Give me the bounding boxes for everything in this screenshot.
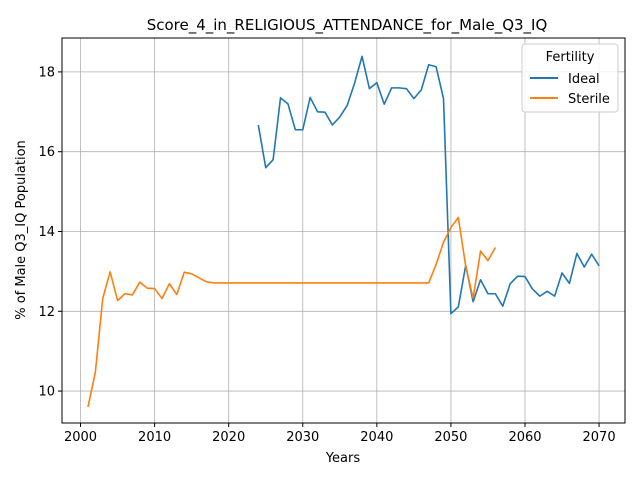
y-tick-label: 18: [38, 65, 55, 80]
x-tick-label: 2070: [583, 430, 616, 445]
y-tick-label: 14: [38, 225, 55, 240]
x-tick-label: 2020: [212, 430, 245, 445]
x-tick-label: 2030: [286, 430, 319, 445]
series-line-sterile: [87, 216, 497, 408]
x-axis-label: Years: [325, 451, 361, 466]
x-tick-label: 2060: [508, 430, 541, 445]
x-tick-label: 2040: [360, 430, 393, 445]
legend-title: Fertility: [546, 50, 595, 65]
legend: Fertility Ideal Sterile: [521, 43, 619, 113]
legend-label-sterile: Sterile: [568, 92, 610, 107]
legend-label-ideal: Ideal: [568, 72, 600, 87]
x-tick-label: 2000: [64, 430, 97, 445]
plot-area-frame: [61, 37, 626, 424]
y-tick-label: 12: [38, 305, 55, 320]
y-tick-label: 10: [38, 385, 55, 400]
y-tick-label: 16: [38, 145, 55, 160]
x-tick-label: 2010: [138, 430, 171, 445]
chart-title: Score_4_in_RELIGIOUS_ATTENDANCE_for_Male…: [147, 16, 548, 35]
series-group: [87, 55, 600, 408]
series-line-ideal: [257, 55, 600, 315]
x-tick-label: 2050: [434, 430, 467, 445]
y-axis-label: % of Male Q3_IQ Population: [14, 140, 29, 320]
axis-ticks: 2000 2010 2020 2030 2040 2050 2060 2070 10 12 14 16…: [38, 65, 615, 445]
legend-box: [521, 43, 619, 113]
